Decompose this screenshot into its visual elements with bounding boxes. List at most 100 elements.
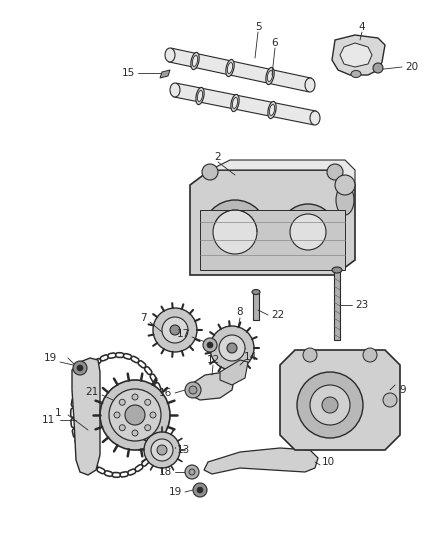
Circle shape xyxy=(162,317,188,343)
Circle shape xyxy=(132,394,138,400)
Polygon shape xyxy=(173,83,316,125)
Ellipse shape xyxy=(231,94,239,111)
Polygon shape xyxy=(204,448,318,474)
Circle shape xyxy=(213,210,257,254)
Text: 12: 12 xyxy=(206,355,219,365)
Ellipse shape xyxy=(310,111,320,125)
Text: 13: 13 xyxy=(177,445,190,455)
Ellipse shape xyxy=(191,52,199,70)
Text: 22: 22 xyxy=(272,310,285,320)
Circle shape xyxy=(73,361,87,375)
Ellipse shape xyxy=(266,67,274,85)
Polygon shape xyxy=(334,270,340,340)
Text: 7: 7 xyxy=(140,313,146,323)
Text: 9: 9 xyxy=(400,385,406,395)
Circle shape xyxy=(189,469,195,475)
Circle shape xyxy=(290,214,326,250)
Polygon shape xyxy=(169,48,311,92)
Text: 16: 16 xyxy=(159,388,172,398)
Circle shape xyxy=(322,397,338,413)
Circle shape xyxy=(297,372,363,438)
Circle shape xyxy=(202,164,218,180)
Text: 8: 8 xyxy=(237,307,244,317)
Circle shape xyxy=(119,399,125,405)
Circle shape xyxy=(185,465,199,479)
Circle shape xyxy=(119,425,125,431)
Circle shape xyxy=(310,385,350,425)
Circle shape xyxy=(114,412,120,418)
Circle shape xyxy=(207,342,213,348)
Polygon shape xyxy=(72,358,100,475)
Polygon shape xyxy=(332,35,385,75)
Text: 19: 19 xyxy=(168,487,182,497)
Circle shape xyxy=(197,487,203,493)
Polygon shape xyxy=(253,292,259,320)
Circle shape xyxy=(150,412,156,418)
Circle shape xyxy=(170,325,180,335)
Text: 18: 18 xyxy=(159,467,172,477)
Polygon shape xyxy=(220,360,248,385)
Polygon shape xyxy=(160,70,170,78)
Circle shape xyxy=(189,386,197,394)
Text: 19: 19 xyxy=(43,353,57,363)
Polygon shape xyxy=(340,43,372,67)
Ellipse shape xyxy=(198,91,203,101)
Circle shape xyxy=(280,204,336,260)
Ellipse shape xyxy=(336,185,354,215)
Ellipse shape xyxy=(196,87,204,104)
Text: 23: 23 xyxy=(355,300,369,310)
Circle shape xyxy=(193,483,207,497)
Text: 6: 6 xyxy=(272,38,278,48)
Circle shape xyxy=(203,200,267,264)
Text: 2: 2 xyxy=(215,152,221,162)
Text: 4: 4 xyxy=(359,22,365,32)
Text: 17: 17 xyxy=(177,329,190,339)
Circle shape xyxy=(109,389,161,441)
Circle shape xyxy=(77,365,83,371)
Circle shape xyxy=(210,326,254,370)
Circle shape xyxy=(363,348,377,362)
Circle shape xyxy=(153,308,197,352)
Text: 11: 11 xyxy=(41,415,55,425)
Circle shape xyxy=(132,430,138,436)
Ellipse shape xyxy=(170,83,180,97)
Circle shape xyxy=(203,338,217,352)
Circle shape xyxy=(383,393,397,407)
Circle shape xyxy=(219,335,245,361)
Ellipse shape xyxy=(267,70,273,82)
Circle shape xyxy=(145,399,151,405)
Text: 1: 1 xyxy=(55,408,61,418)
Ellipse shape xyxy=(192,55,198,67)
Text: 15: 15 xyxy=(121,68,134,78)
Ellipse shape xyxy=(268,101,276,119)
Circle shape xyxy=(185,382,201,398)
Ellipse shape xyxy=(252,289,260,295)
Ellipse shape xyxy=(305,78,315,92)
Text: 5: 5 xyxy=(254,22,261,32)
Ellipse shape xyxy=(269,104,275,116)
Circle shape xyxy=(303,348,317,362)
Polygon shape xyxy=(200,210,345,270)
Text: 14: 14 xyxy=(244,352,257,362)
Ellipse shape xyxy=(351,70,361,77)
Circle shape xyxy=(327,164,343,180)
Circle shape xyxy=(157,445,167,455)
Circle shape xyxy=(145,425,151,431)
Text: 20: 20 xyxy=(406,62,419,72)
Polygon shape xyxy=(210,160,355,185)
Ellipse shape xyxy=(232,98,238,109)
Ellipse shape xyxy=(227,62,233,74)
Circle shape xyxy=(100,380,170,450)
Circle shape xyxy=(227,343,237,353)
Circle shape xyxy=(151,439,173,461)
Circle shape xyxy=(125,405,145,425)
Ellipse shape xyxy=(332,267,342,273)
Circle shape xyxy=(144,432,180,468)
Circle shape xyxy=(373,63,383,73)
Circle shape xyxy=(335,175,355,195)
Polygon shape xyxy=(280,350,400,450)
Polygon shape xyxy=(190,170,355,275)
Text: 10: 10 xyxy=(321,457,335,467)
Polygon shape xyxy=(190,372,235,400)
Ellipse shape xyxy=(226,59,234,77)
